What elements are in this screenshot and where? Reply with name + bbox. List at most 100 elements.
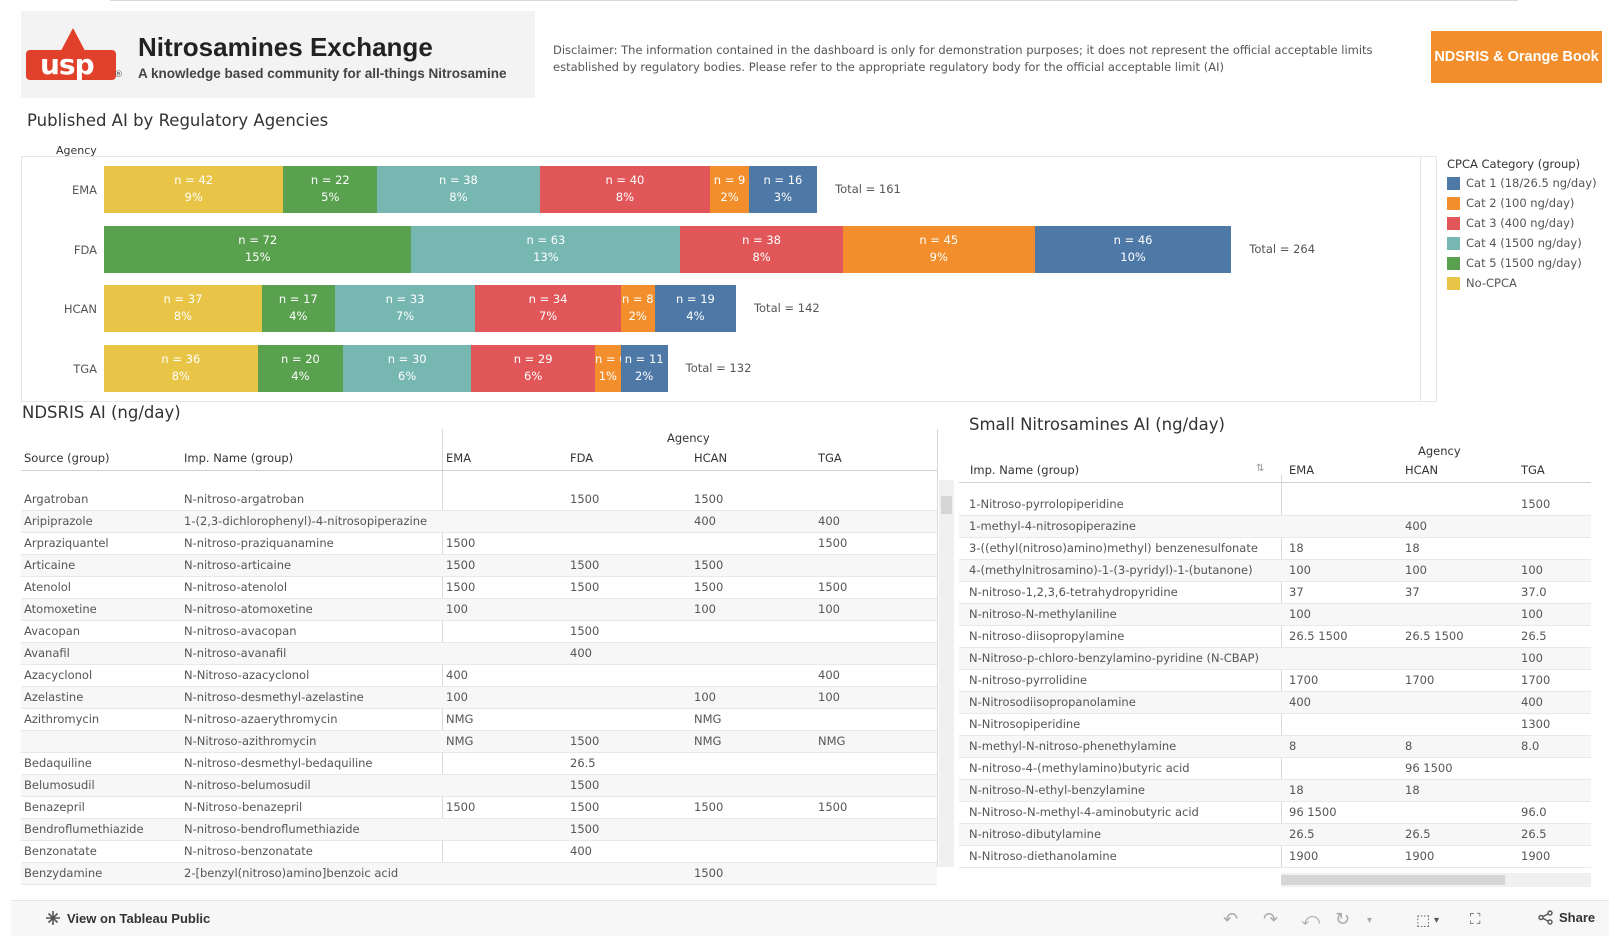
bar-segment[interactable]: n = 40 8% (539, 166, 711, 213)
redo-icon[interactable]: ↷ (1263, 909, 1279, 930)
bar-segment[interactable]: n = 6 1% (595, 345, 621, 392)
small-col-ema[interactable]: EMA (1289, 463, 1315, 477)
bar-segment[interactable]: n = 46 10% (1034, 226, 1232, 273)
table-cell: N-nitroso-avacopan (184, 624, 297, 638)
fullscreen-icon[interactable]: ⛶ (1470, 910, 1481, 928)
table-row[interactable]: N-nitroso-pyrrolidine 1700 1700 1700 (959, 670, 1591, 692)
table-row[interactable]: Atomoxetine N-nitroso-atomoxetine 100 100 10… (21, 599, 937, 621)
share-button[interactable]: Share (1538, 910, 1595, 925)
table-row[interactable]: Articaine N-nitroso-articaine 1500 1500 1500 (21, 555, 937, 577)
table-row[interactable]: N-Nitroso-diethanolamine 1900 1900 1900 (959, 846, 1591, 868)
bar-segment[interactable]: n = 33 7% (334, 285, 476, 332)
bar-segment[interactable]: n = 30 6% (343, 345, 472, 392)
bar-segment[interactable]: n = 22 5% (283, 166, 378, 213)
table-row[interactable]: Bendroflumethiazide N-nitroso-bendroflume… (21, 819, 937, 841)
table-row[interactable]: Avacopan N-nitroso-avacopan 1500 (21, 621, 937, 643)
bar-segment-count: n = 34 (528, 292, 568, 306)
bar-segment[interactable]: n = 45 9% (842, 226, 1035, 273)
table-row[interactable]: N-nitroso-N-ethyl-benzylamine 18 18 (959, 780, 1591, 802)
table-row[interactable]: Aripiprazole 1-(2,3-dichlorophenyl)-4-nit… (21, 511, 937, 533)
bar-segment[interactable]: n = 37 8% (104, 285, 262, 332)
download-dropdown-icon[interactable]: ▾ (1434, 915, 1440, 926)
ndsris-scrollbar[interactable] (939, 480, 954, 867)
table-row[interactable]: 3-((ethyl(nitroso)amino)methyl) benzenes… (959, 538, 1591, 560)
table-row[interactable]: Azithromycin N-nitroso-azaerythromycin NMG… (21, 709, 937, 731)
bar-segment-percent: 10% (1120, 250, 1146, 264)
table-row[interactable]: N-nitroso-4-(methylamino)butyric acid 96 … (959, 758, 1591, 780)
table-row[interactable]: N-nitroso-dibutylamine 26.5 26.5 26.5 (959, 824, 1591, 846)
table-row[interactable]: Atenolol N-nitroso-atenolol 1500 1500 1500 15… (21, 577, 937, 599)
bar-segment[interactable]: n = 19 4% (654, 285, 736, 332)
bar-segment[interactable]: n = 34 7% (475, 285, 621, 332)
ndsris-col-tga[interactable]: TGA (818, 451, 842, 465)
bar-segment-percent: 6% (524, 369, 543, 383)
bar-segment[interactable]: n = 72 15% (104, 226, 412, 273)
small-col-impname[interactable]: Imp. Name (group) (970, 463, 1080, 477)
table-row[interactable]: N-methyl-N-nitroso-phenethylamine 8 8 8.0 (959, 736, 1591, 758)
legend-item[interactable]: Cat 1 (18/26.5 ng/day) (1447, 176, 1597, 190)
ndsris-scroll-thumb[interactable] (941, 496, 952, 514)
ndsris-col-source[interactable]: Source (group) (24, 451, 110, 465)
table-row[interactable]: Azacyclonol N-Nitroso-azacyclonol 400 400 (21, 665, 937, 687)
table-row[interactable]: N-nitroso-diisopropylamine 26.5 1500 26.5 … (959, 626, 1591, 648)
bar-segment[interactable]: n = 42 9% (104, 166, 284, 213)
table-row[interactable]: Arpraziquantel N-nitroso-praziquanamine 15… (21, 533, 937, 555)
ndsris-col-fda[interactable]: FDA (570, 451, 594, 465)
table-row[interactable]: 1-methyl-4-nitrosopiperazine 400 (959, 516, 1591, 538)
small-col-tga[interactable]: TGA (1521, 463, 1545, 477)
table-row[interactable]: Benazepril N-Nitroso-benazepril 1500 1500 15… (21, 797, 937, 819)
table-row[interactable]: N-Nitroso-p-chloro-benzylamino-pyridine … (959, 648, 1591, 670)
legend-item[interactable]: Cat 5 (1500 ng/day) (1447, 256, 1582, 270)
table-row[interactable]: Argatroban N-nitroso-argatroban 1500 1500 (21, 489, 937, 511)
bar-segment[interactable]: n = 17 4% (261, 285, 335, 332)
bar-segment[interactable]: n = 38 8% (680, 226, 843, 273)
table-row[interactable]: 4-(methylnitrosamino)-1-(3-pyridyl)-1-(b… (959, 560, 1591, 582)
table-row[interactable]: Azelastine N-nitroso-desmethyl-azelastine… (21, 687, 937, 709)
bar-segment[interactable]: n = 36 8% (104, 345, 258, 392)
table-row[interactable]: N-Nitroso-N-methyl-4-aminobutyric acid 96… (959, 802, 1591, 824)
refresh-dropdown-icon[interactable]: ▾ (1367, 915, 1373, 926)
small-h-scrollbar[interactable] (1281, 873, 1591, 887)
sort-icon[interactable]: ⇅ (1256, 463, 1265, 474)
undo-icon[interactable]: ↶ (1223, 909, 1239, 930)
small-col-hcan[interactable]: HCAN (1405, 463, 1439, 477)
table-cell: 1500 (694, 800, 724, 814)
bar-segment-count: n = 16 (763, 173, 803, 187)
table-row[interactable]: Belumosudil N-nitroso-belumosudil 1500 (21, 775, 937, 797)
download-icon[interactable]: ⬚ (1416, 911, 1431, 929)
legend-item[interactable]: Cat 2 (100 ng/day) (1447, 196, 1574, 210)
bar-segment[interactable]: n = 63 13% (411, 226, 681, 273)
bar-segment[interactable]: n = 11 2% (620, 345, 668, 392)
table-row[interactable]: Avanafil N-nitroso-avanafil 400 (21, 643, 937, 665)
bar-segment[interactable]: n = 20 4% (257, 345, 344, 392)
table-cell: N-nitroso-bendroflumethiazide (184, 822, 360, 836)
ndsris-col-hcan[interactable]: HCAN (694, 451, 728, 465)
legend-item[interactable]: No-CPCA (1447, 276, 1517, 290)
refresh-icon[interactable]: ↻ (1335, 909, 1351, 930)
table-row[interactable]: N-Nitrosopiperidine 1300 (959, 714, 1591, 736)
table-row[interactable]: Benzydamine 2-[benzyl(nitroso)amino]benzo… (21, 863, 937, 885)
bar-segment[interactable]: n = 8 2% (620, 285, 655, 332)
bar-segment[interactable]: n = 16 3% (748, 166, 818, 213)
bar-segment-percent: 1% (598, 369, 617, 383)
small-h-scroll-thumb[interactable] (1281, 875, 1505, 885)
view-on-tableau-link[interactable]: View on Tableau Public (45, 910, 210, 926)
table-row[interactable]: 1-Nitroso-pyrrolopiperidine 1500 (959, 494, 1591, 516)
table-cell: 100 (446, 690, 468, 704)
legend-item[interactable]: Cat 4 (1500 ng/day) (1447, 236, 1582, 250)
bar-segment[interactable]: n = 29 6% (471, 345, 596, 392)
table-cell: N-nitroso-desmethyl-bedaquiline (184, 756, 373, 770)
table-row[interactable]: Bedaquiline N-nitroso-desmethyl-bedaquili… (21, 753, 937, 775)
table-row[interactable]: Benzonatate N-nitroso-benzonatate 400 (21, 841, 937, 863)
ndsris-orange-book-button[interactable]: NDSRIS & Orange Book (1431, 31, 1602, 83)
ndsris-col-impname[interactable]: Imp. Name (group) (184, 451, 294, 465)
ndsris-col-ema[interactable]: EMA (446, 451, 472, 465)
bar-segment[interactable]: n = 9 2% (710, 166, 749, 213)
bar-segment[interactable]: n = 38 8% (377, 166, 540, 213)
table-row[interactable]: N-nitroso-1,2,3,6-tetrahydropyridine 37 37… (959, 582, 1591, 604)
legend-item[interactable]: Cat 3 (400 ng/day) (1447, 216, 1574, 230)
table-row[interactable]: N-nitroso-N-methylaniline 100 100 (959, 604, 1591, 626)
table-row[interactable]: N-Nitrosodiisopropanolamine 400 400 (959, 692, 1591, 714)
table-row[interactable]: N-Nitroso-azithromycin NMG 1500 NMG NMG (21, 731, 937, 753)
revert-icon[interactable]: ⤺ (1301, 909, 1321, 930)
